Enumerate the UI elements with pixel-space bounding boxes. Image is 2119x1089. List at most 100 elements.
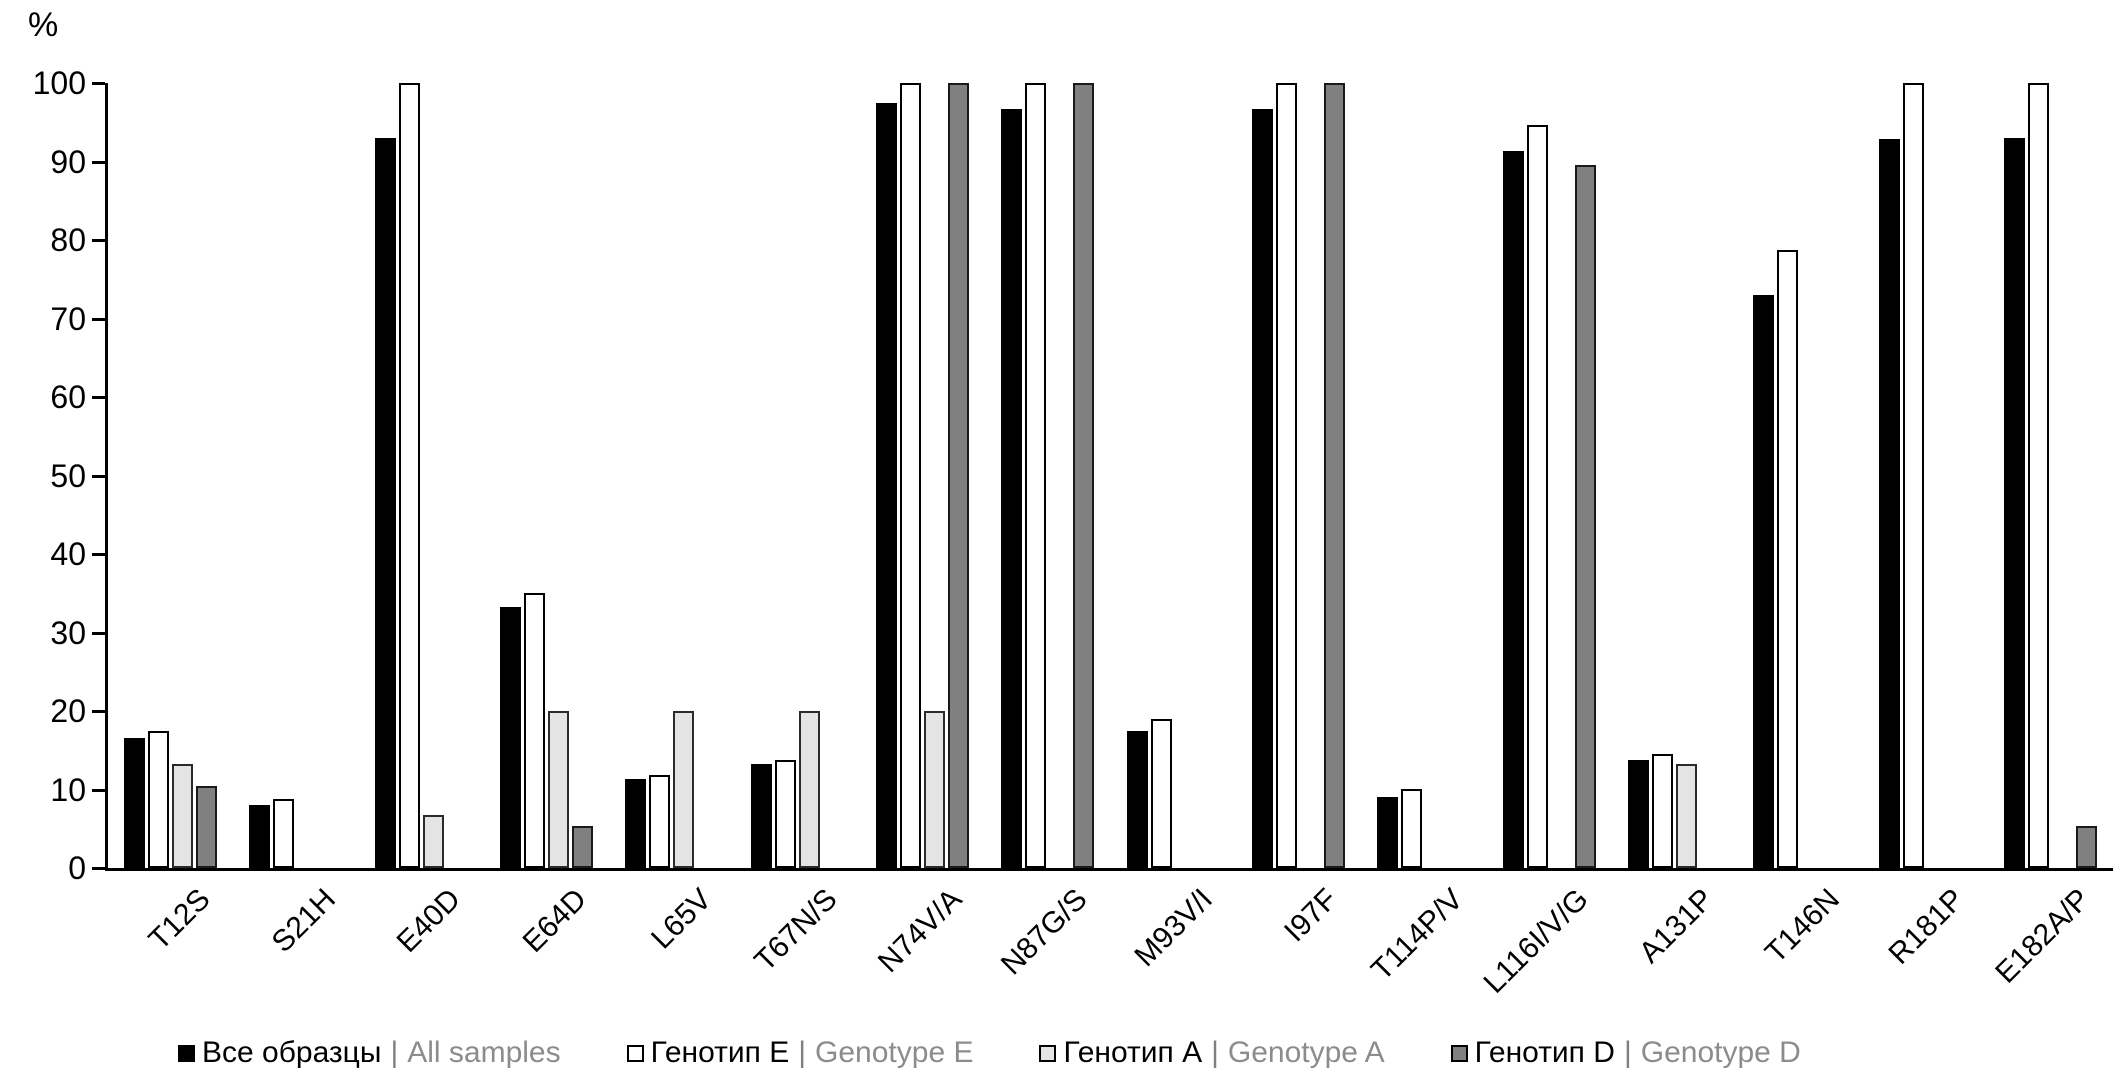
x-axis-label-A131P: A131P: [1633, 882, 1721, 970]
bar-all-samples-T12S: [124, 738, 146, 868]
x-axis-label-N74V/A: N74V/A: [872, 882, 969, 980]
y-axis-tick-mark-70: [92, 317, 105, 321]
y-axis-tick-mark-60: [92, 396, 105, 399]
legend-separator-all-samples: |: [390, 1036, 399, 1069]
y-axis-tick-label-30: 30: [50, 614, 86, 651]
bar-all-samples-N74V/A: [876, 103, 898, 868]
x-axis-label-L65V: L65V: [644, 882, 718, 956]
bar-genotype-e-M93V/I: [1150, 719, 1172, 868]
x-axis-label-T12S: T12S: [142, 882, 217, 957]
legend-label-ru-all-samples: Все образцы: [202, 1036, 382, 1069]
y-axis-tick-mark-100: [92, 82, 105, 85]
y-axis-tick-label-80: 80: [50, 222, 86, 258]
x-axis-label-M93V/I: M93V/I: [1128, 882, 1220, 974]
bar-genotype-e-T146N: [1777, 250, 1799, 868]
bar-genotype-e-T67N/S: [774, 760, 796, 868]
bar-all-samples-R181P: [1878, 139, 1900, 868]
legend-swatch-genotype-e: [626, 1044, 644, 1062]
bar-genotype-a-N74V/A: [924, 711, 946, 868]
x-axis-label-T114P/V: T114P/V: [1365, 882, 1470, 987]
legend-label-ru-genotype-e: Генотип E: [650, 1036, 790, 1069]
bar-all-samples-N87G/S: [1001, 109, 1023, 868]
bar-all-samples-A131P: [1627, 760, 1649, 868]
legend-item-all-samples: Все образцы | All samples: [178, 1036, 561, 1070]
legend-label-ru-genotype-a: Генотип A: [1063, 1036, 1203, 1069]
legend: Все образцы | All samples Генотип E | Genotyp…: [178, 1036, 1801, 1070]
bar-genotype-d-E182A/P: [2075, 826, 2097, 868]
y-axis-tick-mark-80: [92, 239, 105, 242]
legend-separator-genotype-e: |: [798, 1036, 807, 1069]
bar-all-samples-I97F: [1251, 109, 1273, 868]
x-axis-label-T146N: T146N: [1758, 882, 1846, 970]
bar-genotype-e-T12S: [148, 731, 170, 868]
legend-item-genotype-a: Генотип A | Genotype A: [1039, 1036, 1385, 1070]
bar-genotype-e-T114P/V: [1401, 789, 1423, 868]
y-axis-tick-label-40: 40: [50, 536, 86, 572]
bar-genotype-e-A131P: [1651, 754, 1673, 868]
x-axis-label-E40D: E40D: [390, 882, 468, 959]
bar-all-samples-L116I/V/G: [1502, 151, 1524, 868]
bar-genotype-e-E64D: [524, 593, 546, 868]
y-axis-tick-mark-10: [92, 788, 105, 792]
x-axis-label-T67N/S: T67N/S: [747, 882, 844, 978]
bar-all-samples-T67N/S: [750, 764, 772, 868]
bar-genotype-e-R181P: [1902, 83, 1924, 868]
y-axis-tick-label-100: 100: [32, 65, 86, 101]
x-axis-label-S21H: S21H: [265, 882, 342, 959]
bar-all-samples-E64D: [500, 607, 522, 868]
legend-swatch-genotype-a: [1039, 1044, 1057, 1062]
bar-genotype-e-I97F: [1275, 83, 1297, 868]
bar-all-samples-E182A/P: [2003, 138, 2025, 868]
legend-label-en-genotype-a: Genotype A: [1227, 1036, 1385, 1069]
bar-genotype-e-S21H: [273, 799, 295, 868]
y-axis-tick-label-90: 90: [50, 143, 86, 180]
y-axis-tick-label-0: 0: [68, 850, 86, 886]
y-axis-tick-label-60: 60: [50, 379, 86, 415]
bar-genotype-e-N87G/S: [1025, 83, 1047, 868]
bar-genotype-a-T12S: [172, 764, 194, 868]
bar-genotype-a-E64D: [548, 711, 570, 868]
bar-genotype-d-L116I/V/G: [1574, 165, 1596, 868]
legend-item-genotype-e: Генотип E | Genotype E: [626, 1036, 974, 1070]
bar-genotype-d-I97F: [1323, 83, 1345, 868]
x-axis-label-I97F: I97F: [1278, 882, 1345, 949]
bar-genotype-e-L116I/V/G: [1526, 125, 1548, 868]
bar-genotype-e-L65V: [649, 775, 671, 868]
legend-label-en-genotype-e: Genotype E: [815, 1036, 974, 1069]
x-axis-label-N87G/S: N87G/S: [994, 882, 1094, 982]
y-axis-tick-label-70: 70: [50, 300, 86, 337]
bar-all-samples-T146N: [1753, 295, 1775, 868]
x-axis-label-L116I/V/G: L116I/V/G: [1477, 882, 1596, 1000]
bar-genotype-d-N74V/A: [948, 83, 970, 868]
bar-genotype-a-A131P: [1675, 764, 1697, 868]
plot-area: T12S S21H E40D E64D L65V T67N/S N74V/A N87G/S M9…: [105, 83, 2113, 1000]
bar-genotype-d-T12S: [196, 786, 218, 868]
y-axis-tick-mark-90: [92, 160, 105, 164]
legend-separator-genotype-a: |: [1211, 1036, 1219, 1069]
y-axis-tick-mark-30: [92, 631, 105, 635]
y-axis-tick-mark-20: [92, 710, 105, 713]
bar-all-samples-T114P/V: [1377, 797, 1399, 868]
legend-separator-genotype-d: |: [1623, 1036, 1632, 1069]
legend-label-en-all-samples: All samples: [407, 1036, 561, 1069]
bar-all-samples-L65V: [625, 779, 647, 868]
x-axis-label-E182A/P: E182A/P: [1989, 882, 2097, 990]
legend-swatch-genotype-d: [1450, 1044, 1468, 1062]
legend-label-ru-genotype-d: Генотип D: [1474, 1036, 1615, 1069]
y-axis-tick-mark-0: [92, 867, 105, 870]
x-axis-label-R181P: R181P: [1882, 882, 1971, 971]
bar-genotype-e-N74V/A: [900, 83, 922, 868]
y-axis-tick-mark-40: [92, 553, 105, 556]
legend-label-en-genotype-d: Genotype D: [1640, 1036, 1801, 1069]
bar-genotype-d-E64D: [572, 826, 594, 868]
y-axis-tick-label-50: 50: [50, 457, 86, 494]
y-axis-tick-label-20: 20: [50, 693, 86, 729]
y-axis-tick-label-10: 10: [50, 771, 86, 808]
legend-item-genotype-d: Генотип D | Genotype D: [1450, 1036, 1801, 1070]
legend-swatch-all-samples: [178, 1044, 195, 1062]
bar-all-samples-M93V/I: [1126, 731, 1148, 868]
bar-all-samples-E40D: [374, 138, 396, 868]
bar-genotype-a-T67N/S: [798, 711, 820, 868]
bar-genotype-e-E40D: [398, 83, 420, 868]
